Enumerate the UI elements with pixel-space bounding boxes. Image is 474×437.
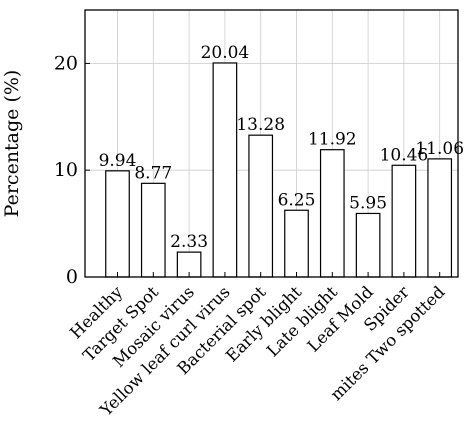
data-label: 11.06 <box>415 139 464 159</box>
data-label: 5.95 <box>349 193 387 213</box>
data-label: 20.04 <box>201 43 250 63</box>
data-labels: 9.948.77 2.33 20.04 13.28 6.25 11.92 5.95 10.46… <box>99 43 464 252</box>
y-tick-label: 0 <box>66 266 78 288</box>
bar <box>212 62 238 278</box>
bar <box>427 158 453 278</box>
bar <box>284 209 309 278</box>
y-ticks: 0 10 20 <box>54 52 90 288</box>
data-label: 10.46 <box>380 145 429 165</box>
data-label: 6.25 <box>278 190 316 210</box>
bar <box>391 164 417 278</box>
data-label: 2.33 <box>170 232 208 252</box>
bar <box>140 182 166 278</box>
bar <box>248 134 274 278</box>
data-label: 9.94 <box>99 151 137 171</box>
y-tick-label: 10 <box>54 159 78 181</box>
bar <box>355 212 381 278</box>
bar <box>319 149 345 278</box>
bars <box>105 62 453 278</box>
y-tick-label: 20 <box>54 52 78 74</box>
y-axis-title: Percentage (%) <box>1 70 23 218</box>
data-label: 8.77 <box>134 163 172 183</box>
data-label: 11.92 <box>308 130 357 150</box>
plot-frame <box>84 9 459 278</box>
bar <box>105 170 130 278</box>
data-label: 13.28 <box>236 115 285 135</box>
